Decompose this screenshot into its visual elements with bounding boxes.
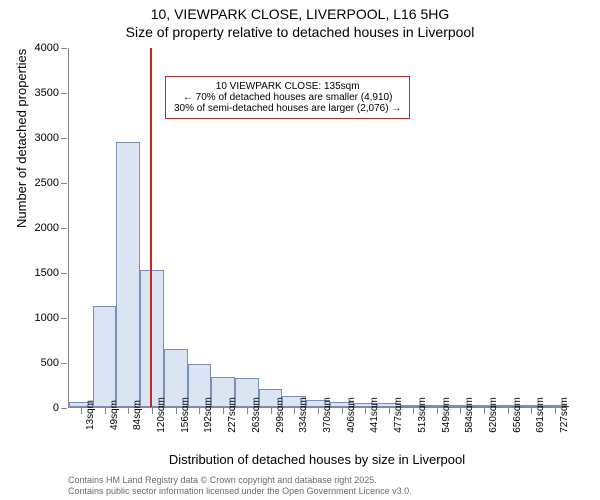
x-tick-label: 620sqm [488,397,499,433]
histogram-bar [93,306,117,407]
y-tick [61,48,67,49]
y-tick-label: 2500 [35,177,59,189]
y-tick [61,93,67,94]
x-tick [81,408,82,414]
y-tick-label: 3000 [35,132,59,144]
y-tick [61,363,67,364]
y-tick [61,408,67,409]
footer-line2: Contains public sector information licen… [68,486,412,497]
x-tick [199,408,200,414]
x-tick-label: 513sqm [417,397,428,433]
x-tick [389,408,390,414]
x-tick [413,408,414,414]
y-tick-label: 500 [41,357,59,369]
annotation-box: 10 VIEWPARK CLOSE: 135sqm← 70% of detach… [165,76,410,119]
annotation-line3: 30% of semi-detached houses are larger (… [174,103,401,114]
x-tick [531,408,532,414]
histogram-bar [116,142,140,408]
x-tick [437,408,438,414]
property-marker-line [150,48,152,407]
y-tick-label: 1500 [35,267,59,279]
x-tick-label: 727sqm [559,397,570,433]
x-tick [128,408,129,414]
annotation-line2: ← 70% of detached houses are smaller (4,… [174,92,401,103]
x-tick [294,408,295,414]
x-tick [508,408,509,414]
y-tick-label: 4000 [35,42,59,54]
y-tick [61,273,67,274]
x-tick [223,408,224,414]
footer-line1: Contains HM Land Registry data © Crown c… [68,475,412,486]
x-tick [318,408,319,414]
page-title-line1: 10, VIEWPARK CLOSE, LIVERPOOL, L16 5HG [0,0,600,22]
x-tick-label: 584sqm [464,397,475,433]
y-tick [61,228,67,229]
x-tick [342,408,343,414]
x-tick-label: 477sqm [393,397,404,433]
x-tick [176,408,177,414]
footer-attribution: Contains HM Land Registry data © Crown c… [68,475,412,497]
x-tick [247,408,248,414]
x-tick [271,408,272,414]
x-tick [460,408,461,414]
y-axis-label: Number of detached properties [14,49,29,228]
x-tick [152,408,153,414]
plot-region: 0500100015002000250030003500400013sqm49s… [68,48,566,408]
x-axis-label: Distribution of detached houses by size … [68,452,566,467]
x-tick-label: 691sqm [535,397,546,433]
x-tick-label: 549sqm [441,397,452,433]
annotation-line1: 10 VIEWPARK CLOSE: 135sqm [174,81,401,92]
y-tick [61,138,67,139]
y-tick [61,318,67,319]
x-tick-label: 656sqm [512,397,523,433]
x-tick [365,408,366,414]
x-tick [105,408,106,414]
histogram-bar [140,270,164,407]
page-title-line2: Size of property relative to detached ho… [0,22,600,40]
y-tick [61,183,67,184]
chart-area: 0500100015002000250030003500400013sqm49s… [68,48,566,408]
x-tick [484,408,485,414]
y-tick-label: 1000 [35,312,59,324]
y-tick-label: 2000 [35,222,59,234]
y-tick-label: 3500 [35,87,59,99]
y-tick-label: 0 [53,402,59,414]
x-tick [555,408,556,414]
